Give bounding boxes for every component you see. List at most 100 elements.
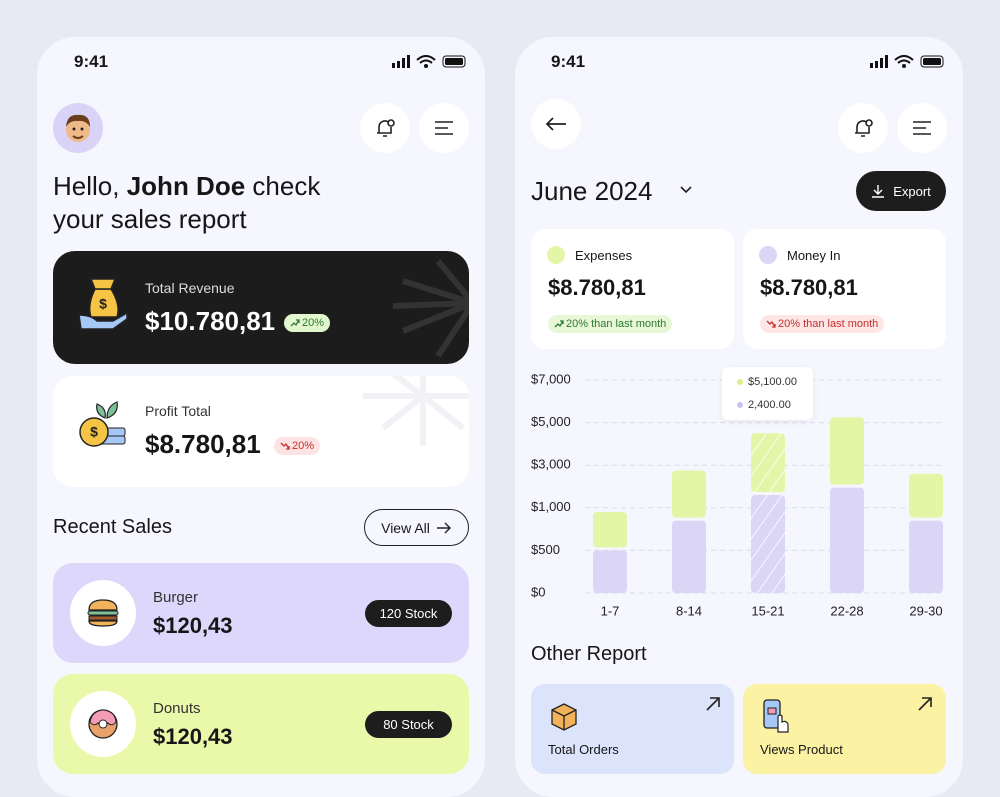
greeting-line: your sales report — [53, 204, 247, 234]
y-tick-label: $7,000 — [531, 371, 571, 386]
bar-segment — [593, 550, 627, 593]
export-label: Export — [893, 183, 931, 199]
summary-change: 20% than last month — [760, 315, 885, 333]
tooltip-dot — [737, 402, 743, 408]
money-in-dot — [759, 246, 777, 264]
item-icon — [70, 580, 136, 646]
burger-icon — [87, 599, 119, 627]
menu-icon — [913, 121, 931, 135]
period-selector[interactable]: June 2024 — [531, 176, 653, 206]
menu-button[interactable] — [419, 103, 469, 153]
revenue-amount: $10.780,81 — [145, 306, 276, 336]
up-arrow — [290, 319, 300, 327]
avatar-face — [66, 114, 90, 142]
decoration — [393, 259, 469, 358]
bar-hatch — [751, 495, 785, 593]
bar-segment — [830, 487, 864, 593]
tooltip-value: $5,100.00 — [748, 376, 797, 388]
item-name: Burger — [153, 589, 199, 606]
stock-pill: 80 Stock — [365, 711, 452, 738]
x-tick-label: 15-21 — [751, 603, 784, 618]
greeting-prefix: Hello, — [53, 171, 120, 201]
x-tick-label: 1-7 — [601, 603, 620, 618]
down-arrow — [766, 320, 776, 328]
item-price: $120,43 — [153, 613, 233, 638]
revenue-change: 20% — [284, 314, 331, 332]
avatar[interactable] — [53, 103, 103, 153]
summary-change: 20% than last month — [548, 315, 673, 333]
greeting-suffix: check — [252, 171, 321, 201]
arrow-icon — [436, 522, 451, 533]
summary-change-text: 20% than last month — [566, 318, 667, 330]
summary-label: Money In — [787, 248, 841, 263]
profit-amount: $8.780,81 — [145, 429, 261, 459]
back-icon — [545, 117, 566, 131]
bell-icon — [855, 119, 873, 137]
profit-change: 20% — [274, 437, 321, 455]
notification-button[interactable] — [360, 103, 410, 153]
bar-segment — [672, 520, 706, 593]
stock-pill: 120 Stock — [365, 600, 452, 627]
status-time: 9:41 — [74, 52, 109, 71]
sales-chart: $0 $500 $1,000 $3,000 $5,000 $7,000 1-7 8-14 15-… — [531, 371, 946, 618]
back-button[interactable] — [531, 99, 581, 149]
export-button[interactable]: Export — [856, 171, 946, 211]
bar-hatch — [751, 433, 785, 493]
coin-plant-icon: $ — [79, 401, 126, 447]
chevron-icon[interactable] — [679, 185, 693, 195]
up-arrow — [554, 320, 564, 328]
status-icons — [392, 55, 466, 68]
user-name: John Doe — [126, 171, 246, 201]
y-tick-label: $1,000 — [531, 499, 571, 514]
status-icons — [870, 55, 944, 68]
open-icon[interactable] — [705, 696, 721, 712]
decoration — [363, 376, 469, 446]
summary-label: Expenses — [575, 248, 633, 263]
download-icon — [872, 185, 885, 198]
menu-icon — [435, 121, 453, 135]
down-arrow — [280, 442, 290, 450]
menu-button[interactable] — [897, 103, 947, 153]
bar-segment — [909, 520, 943, 593]
x-tick-label: 8-14 — [676, 603, 702, 618]
box-icon — [551, 703, 577, 731]
donut-icon — [88, 709, 118, 739]
notification-button[interactable] — [838, 103, 888, 153]
item-name: Donuts — [153, 700, 201, 717]
profit-label: Profit Total — [145, 403, 211, 419]
money-bag-icon: $ — [78, 278, 128, 330]
view-all-label: View All — [381, 519, 430, 536]
chart-tooltip: $5,100.00 2,400.00 — [722, 367, 813, 420]
y-tick-label: $0 — [531, 584, 545, 599]
item-icon — [70, 691, 136, 757]
x-tick-label: 22-28 — [830, 603, 863, 618]
x-tick-label: 29-30 — [909, 603, 942, 618]
bar-segment — [593, 512, 627, 548]
svg-text:$: $ — [99, 296, 107, 312]
open-icon[interactable] — [917, 696, 933, 712]
expenses-dot — [547, 246, 565, 264]
y-tick-label: $5,000 — [531, 414, 571, 429]
profit-change-text: 20% — [292, 440, 315, 452]
status-time: 9:41 — [551, 52, 586, 71]
profit-card[interactable]: $ — [53, 376, 469, 487]
bar-segment — [672, 470, 706, 518]
summary-amount: $8.780,81 — [548, 275, 646, 300]
phone-icon — [763, 699, 789, 733]
y-tick-label: $3,000 — [531, 457, 571, 472]
tooltip-dot — [737, 379, 743, 385]
greeting: Hello, John Doe check your sales report — [53, 170, 320, 236]
revenue-card[interactable]: $ — [53, 251, 469, 364]
y-tick-label: $500 — [531, 542, 560, 557]
bar-segment — [830, 417, 864, 485]
section-title: Other Report — [531, 643, 647, 665]
svg-text:$: $ — [90, 424, 98, 440]
item-price: $120,43 — [153, 724, 233, 749]
view-all-button[interactable]: View All — [364, 509, 469, 546]
summary-change-text: 20% than last month — [778, 318, 879, 330]
revenue-label: Total Revenue — [145, 280, 235, 296]
tooltip-value: 2,400.00 — [748, 399, 791, 411]
bar-segment — [909, 473, 943, 518]
summary-amount: $8.780,81 — [760, 275, 858, 300]
section-title: Recent Sales — [53, 516, 172, 538]
